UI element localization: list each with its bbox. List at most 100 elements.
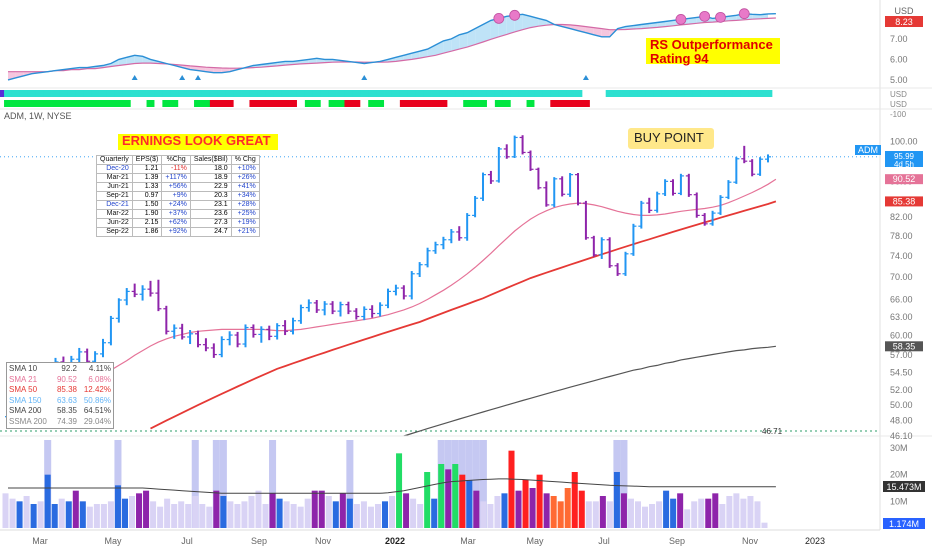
price-bar (677, 173, 684, 196)
price-bar (115, 298, 122, 323)
rs-new-high-marker (738, 8, 750, 20)
strip1-cell (344, 90, 353, 97)
strip1-cell (51, 90, 60, 97)
volume-bar (592, 501, 599, 528)
price-bar (337, 301, 344, 317)
volume-bar (585, 501, 592, 528)
price-bar (527, 150, 534, 171)
volume-highlight (620, 440, 628, 528)
volume-bar (670, 498, 677, 528)
strip2-cell (170, 100, 179, 107)
price-bar (297, 304, 304, 324)
sma-name: SMA 21 (9, 374, 38, 384)
strip1-cell (225, 90, 235, 97)
price-bar (361, 306, 368, 321)
volume-bar (255, 490, 262, 528)
price-bar (202, 338, 209, 352)
earnings-cell-chg: +24% (161, 200, 191, 210)
strip2-cell (249, 100, 258, 107)
volume-highlight (479, 440, 487, 528)
price-bar (575, 172, 581, 206)
volume-bar (44, 474, 51, 528)
strip2-cell (138, 100, 147, 107)
strip1-cell (756, 90, 765, 97)
volume-bar (339, 493, 346, 528)
price-bar (693, 192, 700, 218)
rs-fill-segment (601, 28, 610, 37)
price-axis-tag-text: 58.35 (893, 341, 916, 351)
strip2-cell (376, 100, 385, 107)
strip1-cell (273, 90, 282, 97)
volume-bar (79, 501, 86, 528)
sma-name: SSMA 200 (9, 416, 47, 426)
volume-bar (389, 496, 396, 528)
volume-highlight (472, 440, 480, 528)
sma-val: 85.38 (56, 385, 77, 394)
time-axis-label: Nov (742, 536, 759, 546)
volume-bar (100, 504, 107, 528)
strip2-cell (510, 100, 520, 107)
earnings-row: Jun-22 2.15 +62% 27.3 +19% (96, 218, 260, 228)
strip2-cell (407, 100, 417, 107)
strip2-cell (589, 100, 599, 107)
strip2-cell (384, 100, 393, 107)
strip1-cell (233, 90, 242, 97)
strip2-cell (558, 100, 567, 107)
volume-bar (304, 498, 311, 528)
strip1-cell (542, 90, 551, 97)
rs-fill-segment (451, 34, 460, 52)
strip2-cell (122, 100, 132, 107)
volume-bar (276, 498, 283, 528)
strip1-cell (526, 90, 535, 97)
strip1-cell (724, 90, 733, 97)
strip1-cell (281, 90, 290, 97)
strip2-cell (19, 100, 29, 107)
rs-line (7, 12, 776, 81)
volume-bar (269, 493, 276, 528)
sma-name: SMA 50 (9, 385, 38, 394)
rs-fill-segment (126, 55, 135, 65)
strip1-cell (502, 90, 512, 97)
volume-bar (234, 504, 241, 528)
price-axis-tag (885, 341, 923, 352)
strip1-cell (43, 90, 52, 97)
strip2-cell (581, 100, 591, 107)
volume-bar (613, 472, 620, 528)
strip2-cell (550, 100, 559, 107)
price-bar (503, 144, 510, 159)
strip1-cell (376, 90, 385, 97)
volume-bar (325, 496, 332, 528)
strip1-cell (217, 90, 227, 97)
strip2-cell (542, 100, 551, 107)
volume-bar (72, 490, 79, 528)
earnings-cell-eps: 1.50 (131, 200, 163, 210)
price-bar (630, 223, 637, 256)
price-tick-label: 50.00 (890, 400, 913, 410)
earnings-header-cell: %Chg (161, 155, 191, 165)
volume-bar (51, 504, 58, 528)
volume-bar (663, 490, 670, 528)
strip1-cell (653, 90, 662, 97)
earnings-cell-sales: 27.3 (189, 218, 232, 228)
strip1-cell (423, 90, 432, 97)
earnings-cell-q: Jun-22 (96, 218, 133, 228)
volume-highlight (346, 440, 354, 528)
price-bar (179, 323, 186, 340)
volume-bar (431, 498, 438, 528)
volume-bar (2, 493, 9, 528)
price-axis: 100.0090.0085.0082.0078.0074.0070.0066.0… (0, 0, 932, 530)
earnings-cell-chg: +117% (161, 173, 191, 183)
volume-bar (311, 490, 318, 528)
rs-fill-segment (475, 24, 483, 45)
earnings-cell-chg: +92% (161, 227, 191, 237)
strip2-cell (27, 100, 37, 107)
volume-bar (381, 501, 389, 528)
strip1-cell (75, 90, 84, 97)
price-bar (155, 279, 162, 312)
strip1-cell (170, 90, 179, 97)
price-bar (369, 305, 376, 318)
rs-fill-segment (467, 28, 476, 48)
earnings-cell-q: Mar-21 (96, 173, 133, 183)
earnings-row: Sep-21 0.97 +9% 20.3 +34% (96, 191, 260, 201)
volume-bar (634, 501, 642, 528)
